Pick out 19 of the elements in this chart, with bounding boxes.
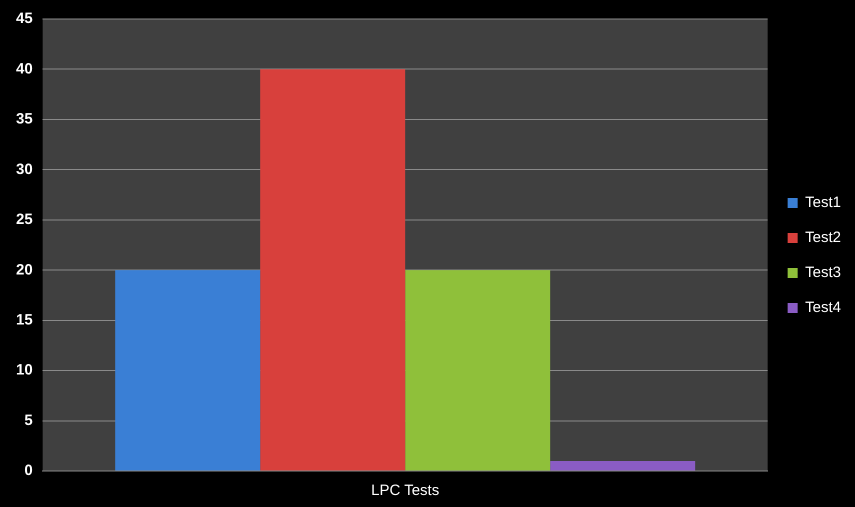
y-tick-label: 0 (24, 462, 33, 480)
y-tick-label: 25 (16, 211, 33, 228)
y-tick-label: 40 (16, 60, 33, 78)
bar (405, 270, 550, 470)
y-tick-label: 35 (16, 110, 33, 128)
y-tick-label: 45 (16, 10, 33, 28)
y-tick-label: 30 (16, 160, 33, 178)
legend-label: Test4 (805, 299, 842, 316)
y-tick-label: 5 (24, 412, 33, 429)
y-tick-label: 20 (16, 261, 33, 278)
y-tick-label: 15 (16, 311, 33, 328)
bar (115, 270, 260, 470)
bar (550, 460, 696, 470)
x-tick-label: LPC Tests (371, 482, 440, 500)
y-tick-label: 10 (16, 362, 33, 379)
legend-label: Test1 (805, 194, 842, 212)
bar (260, 69, 406, 470)
legend-label: Test3 (805, 264, 842, 282)
legend-label: Test2 (805, 229, 842, 246)
